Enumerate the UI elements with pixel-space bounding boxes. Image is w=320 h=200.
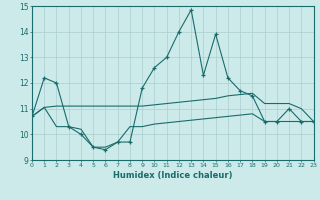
X-axis label: Humidex (Indice chaleur): Humidex (Indice chaleur) xyxy=(113,171,233,180)
